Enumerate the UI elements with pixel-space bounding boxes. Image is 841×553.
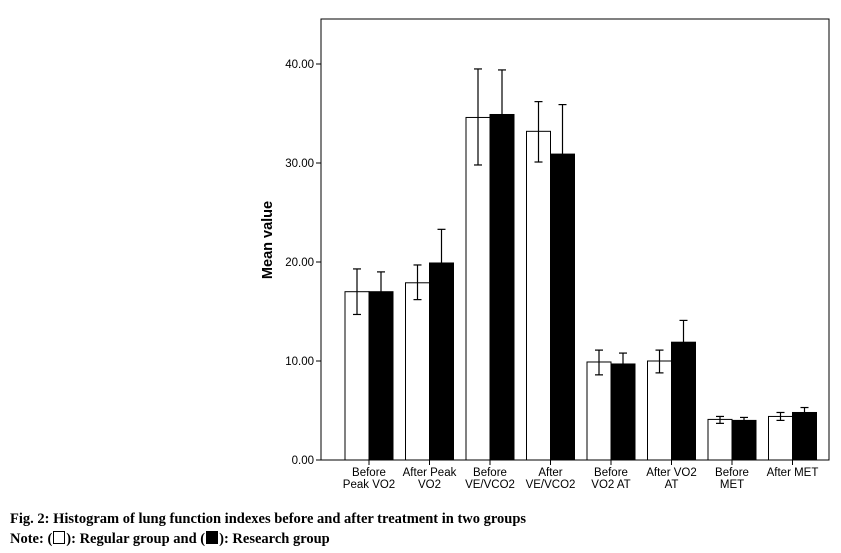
- note-prefix: Note: (: [10, 531, 53, 547]
- x-tick-label: VO2 AT: [591, 479, 630, 491]
- x-tick-label: MET: [720, 479, 744, 491]
- x-tick-label: Before: [473, 467, 507, 479]
- y-tick-label: 10.00: [285, 356, 314, 368]
- bar: [731, 419, 757, 461]
- bar-series: [344, 68, 817, 461]
- x-tick-label: After MET: [767, 467, 819, 479]
- x-tick-label: VO2: [418, 479, 441, 491]
- bar: [671, 341, 696, 461]
- bar: [647, 360, 672, 461]
- bar: [707, 418, 733, 461]
- bar: [768, 415, 793, 461]
- x-tick-label: Before: [594, 467, 628, 479]
- bar: [586, 361, 612, 461]
- filled-square-legend-icon: [206, 531, 219, 544]
- y-tick-label: 30.00: [285, 158, 314, 170]
- bar: [489, 113, 515, 461]
- bar: [368, 291, 394, 461]
- x-tick-label: VE/VCO2: [526, 479, 576, 491]
- note-suffix: ): Research group: [219, 531, 330, 547]
- bar: [792, 411, 817, 461]
- bar: [526, 130, 551, 461]
- x-tick-label: AT: [665, 479, 679, 491]
- y-tick-label: 40.00: [285, 59, 314, 71]
- x-tick-label: Peak VO2: [343, 479, 395, 491]
- bar: [405, 282, 430, 461]
- x-tick-label: Before: [352, 467, 386, 479]
- figure-note: Note: ( ): Regular group and ( ): Research…: [10, 531, 330, 548]
- x-tick-label: After VO2: [646, 467, 697, 479]
- bar: [610, 363, 636, 461]
- x-tick-label: Before: [715, 467, 749, 479]
- x-tick-label: VE/VCO2: [465, 479, 515, 491]
- y-axis-label: Mean value: [260, 201, 276, 279]
- x-tick-label: After Peak: [403, 467, 457, 479]
- x-tick-label: After: [538, 467, 562, 479]
- figure-caption: Fig. 2: Histogram of lung function index…: [10, 511, 527, 527]
- bar: [465, 116, 491, 461]
- y-tick-label: 20.00: [285, 257, 314, 269]
- y-axis-ticks: 0.00 10.00 20.00 30.00 40.00: [285, 59, 321, 467]
- empty-square-legend-icon: [53, 531, 66, 544]
- bar: [344, 291, 370, 461]
- bar: [550, 153, 575, 461]
- note-middle: ): Regular group and (: [66, 531, 206, 547]
- bar: [429, 262, 454, 461]
- y-tick-label: 0.00: [292, 455, 314, 467]
